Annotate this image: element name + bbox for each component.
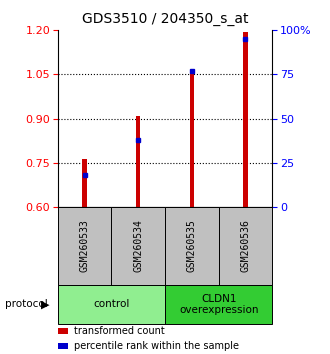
Text: CLDN1
overexpression: CLDN1 overexpression (179, 293, 258, 315)
Text: ▶: ▶ (41, 299, 50, 309)
Text: GSM260533: GSM260533 (80, 219, 89, 273)
Bar (82, 159, 87, 207)
Bar (190, 70, 194, 207)
Text: GSM260534: GSM260534 (133, 219, 143, 273)
Text: percentile rank within the sample: percentile rank within the sample (74, 341, 239, 351)
Text: GSM260536: GSM260536 (241, 219, 250, 273)
Bar (243, 33, 248, 207)
Text: GDS3510 / 204350_s_at: GDS3510 / 204350_s_at (82, 12, 248, 27)
Text: control: control (93, 299, 130, 309)
Text: GSM260535: GSM260535 (187, 219, 197, 273)
Text: transformed count: transformed count (74, 326, 165, 336)
Bar (136, 116, 140, 207)
Text: protocol: protocol (5, 299, 48, 309)
